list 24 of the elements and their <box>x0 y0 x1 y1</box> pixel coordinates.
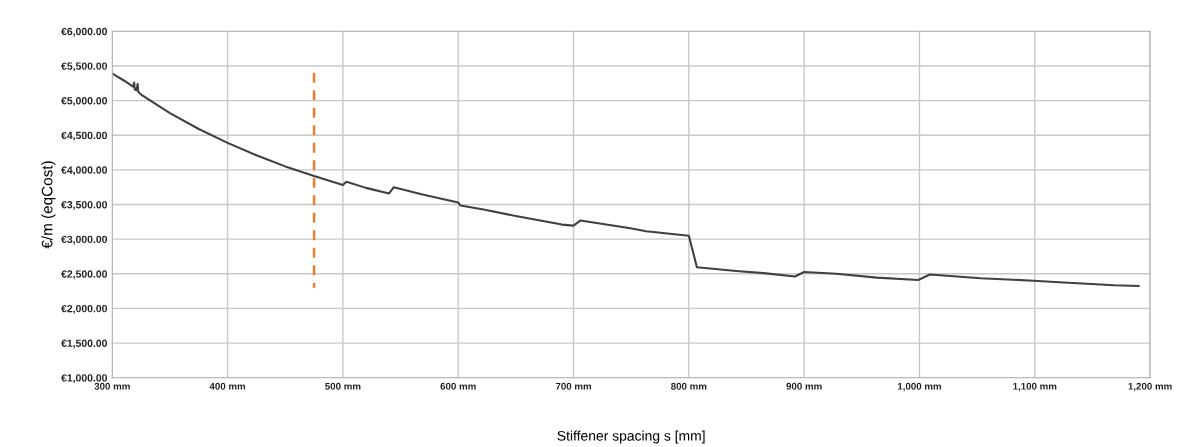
x-axis-title: Stiffener spacing s [mm] <box>557 430 705 444</box>
y-tick-label: €1,000.00 <box>61 374 108 384</box>
x-tick-label: 800 mm <box>671 382 707 390</box>
y-tick-label: €1,500.00 <box>61 339 108 349</box>
x-tick-label: 900 mm <box>786 382 822 390</box>
x-tick-label: 1,200 mm <box>1128 382 1172 392</box>
y-tick-label: €4,000.00 <box>61 166 108 176</box>
y-tick-label: €5,500.00 <box>61 62 108 72</box>
line-series <box>112 72 1140 287</box>
y-axis-title: €/m (eqCost) <box>41 161 56 249</box>
x-tick-label: 1,000 mm <box>897 382 942 392</box>
x-tick-label: 300 mm <box>94 382 130 390</box>
x-tick-label: 600 mm <box>440 382 476 390</box>
x-tick-label: 1,100 mm <box>1013 382 1057 392</box>
x-tick-label: 500 mm <box>325 382 361 390</box>
y-tick-label: €3,000.00 <box>61 235 108 245</box>
y-tick-label: €2,000.00 <box>61 304 108 314</box>
y-tick-label: €2,500.00 <box>61 270 108 280</box>
x-tick-label: 400 mm <box>209 382 246 390</box>
x-tick-label: 700 mm <box>555 382 592 390</box>
y-tick-label: €3,500.00 <box>61 201 108 210</box>
y-tick-label: €6,000.00 <box>61 27 108 37</box>
y-tick-label: €4,500.00 <box>61 131 108 141</box>
y-tick-label: €5,000.00 <box>61 97 108 106</box>
